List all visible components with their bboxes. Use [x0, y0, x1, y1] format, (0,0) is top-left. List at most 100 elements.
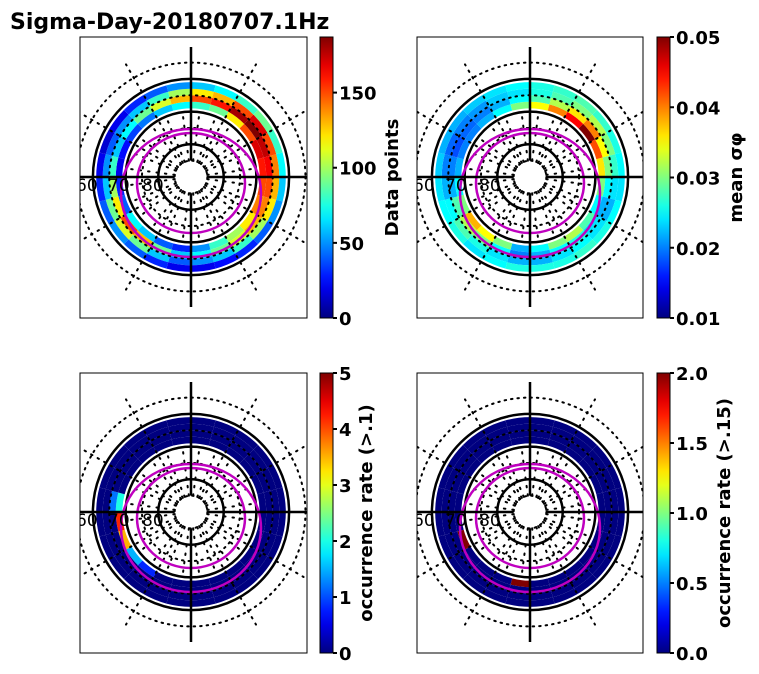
heatmap-bin — [606, 464, 622, 490]
heatmap-bin — [191, 417, 216, 427]
heatmap-bin — [96, 512, 106, 537]
heatmap-bin — [133, 106, 154, 124]
heatmap-bin — [570, 435, 593, 455]
heatmap-bin — [169, 95, 191, 105]
heatmap-bin — [169, 430, 191, 440]
heatmap-bin — [530, 430, 552, 440]
heatmap-bin — [191, 243, 211, 253]
dotted-inner-spoke — [541, 136, 583, 169]
heatmap-bin — [505, 262, 530, 272]
heatmap-bin — [212, 426, 236, 442]
heatmap-bin — [213, 420, 239, 436]
heatmap-bin — [212, 582, 236, 598]
heatmap-bin — [99, 534, 115, 560]
heatmap-bin — [210, 433, 232, 447]
heatmap-bin — [464, 458, 482, 478]
heatmap-bin — [600, 198, 616, 222]
dotted-inner-spoke — [535, 526, 557, 574]
heatmap-bin — [191, 597, 216, 607]
heatmap-bin — [492, 236, 513, 250]
heatmap-bin — [587, 114, 607, 137]
heatmap-bin — [261, 132, 277, 156]
heatmap-bin — [143, 588, 169, 604]
heatmap-bin — [489, 433, 511, 447]
heatmap-bin — [231, 234, 254, 254]
dotted-inner-spoke — [199, 124, 232, 166]
heatmap-bin — [153, 236, 174, 250]
dotted-inner-spoke — [544, 517, 592, 539]
dotted-inner-spoke — [138, 185, 180, 218]
heatmap-bin — [444, 198, 460, 222]
heatmap-bin — [476, 225, 496, 243]
heatmap-bin — [583, 454, 601, 475]
radial-label: 80 — [479, 511, 501, 531]
heatmap-bin — [123, 239, 147, 260]
heatmap-bin — [267, 534, 283, 560]
heatmap-bin — [96, 487, 106, 512]
radial-label: 80 — [142, 511, 164, 531]
heatmap-bin — [248, 217, 268, 240]
heatmap-bin — [115, 157, 125, 177]
heatmap-bin — [191, 423, 214, 434]
dotted-inner-spoke — [181, 111, 190, 162]
dotted-inner-spoke — [164, 191, 186, 239]
heatmap-bin — [248, 114, 268, 137]
heatmap-bin — [438, 129, 454, 155]
dotted-inner-spoke — [464, 502, 515, 511]
dotted-inner-spoke — [206, 502, 257, 511]
heatmap-bin — [595, 136, 609, 158]
heatmap-bin — [208, 439, 229, 453]
heatmap-bin — [464, 546, 482, 566]
heatmap-bin — [96, 177, 106, 202]
heatmap-bin — [120, 454, 138, 475]
heatmap-bin — [583, 119, 601, 140]
heatmap-bin — [256, 136, 270, 158]
colorbar-tick-label: 0.01 — [676, 309, 720, 330]
dotted-inner-spoke — [125, 513, 176, 522]
heatmap-bin — [530, 436, 550, 446]
dotted-inner-spoke — [181, 527, 190, 578]
heatmap-bin — [530, 578, 550, 588]
heatmap-bin — [146, 426, 170, 442]
dotted-inner-spoke — [541, 471, 583, 504]
heatmap-bin — [253, 109, 274, 133]
dotted-inner-spoke — [545, 502, 596, 511]
heatmap-bin — [118, 474, 132, 495]
heatmap-bin — [547, 104, 568, 118]
heatmap-bin — [125, 458, 143, 478]
heatmap-bin — [467, 100, 490, 120]
heatmap-bin — [191, 88, 214, 99]
heatmap-bin — [438, 534, 454, 560]
colorbar-tick-label: 100 — [339, 159, 377, 180]
heatmap-bin — [261, 198, 277, 222]
heatmap-bin — [123, 429, 147, 450]
dotted-inner-spoke — [150, 124, 183, 166]
heatmap-bin — [441, 177, 452, 200]
heatmap-bin — [606, 199, 622, 225]
heatmap-bin — [574, 574, 598, 595]
heatmap-bin — [253, 444, 274, 468]
heatmap-bin — [615, 177, 625, 202]
heatmap-bin — [276, 152, 286, 177]
dotted-inner-spoke — [125, 178, 176, 187]
heatmap-bin — [112, 196, 126, 218]
dotted-inner-spoke — [202, 185, 244, 218]
dotted-inner-spoke — [150, 523, 183, 565]
heatmap-bin — [485, 582, 509, 598]
heatmap-bin — [438, 464, 454, 490]
dotted-inner-spoke — [468, 517, 516, 539]
heatmap-bin — [592, 556, 613, 580]
heatmap-bin — [102, 177, 113, 200]
heatmap-bin — [578, 458, 596, 478]
heatmap-bin — [507, 88, 530, 99]
colorbar-label: occurrence rate (>.1) — [356, 404, 377, 621]
dotted-inner-spoke — [477, 520, 519, 553]
heatmap-bin — [210, 98, 232, 112]
dotted-inner-spoke — [544, 485, 592, 507]
dotted-inner-spoke — [489, 124, 522, 166]
radial-label: 70 — [445, 176, 467, 196]
heatmap-bin — [507, 590, 530, 601]
heatmap-bin — [191, 95, 213, 105]
radial-label: 70 — [445, 511, 467, 531]
